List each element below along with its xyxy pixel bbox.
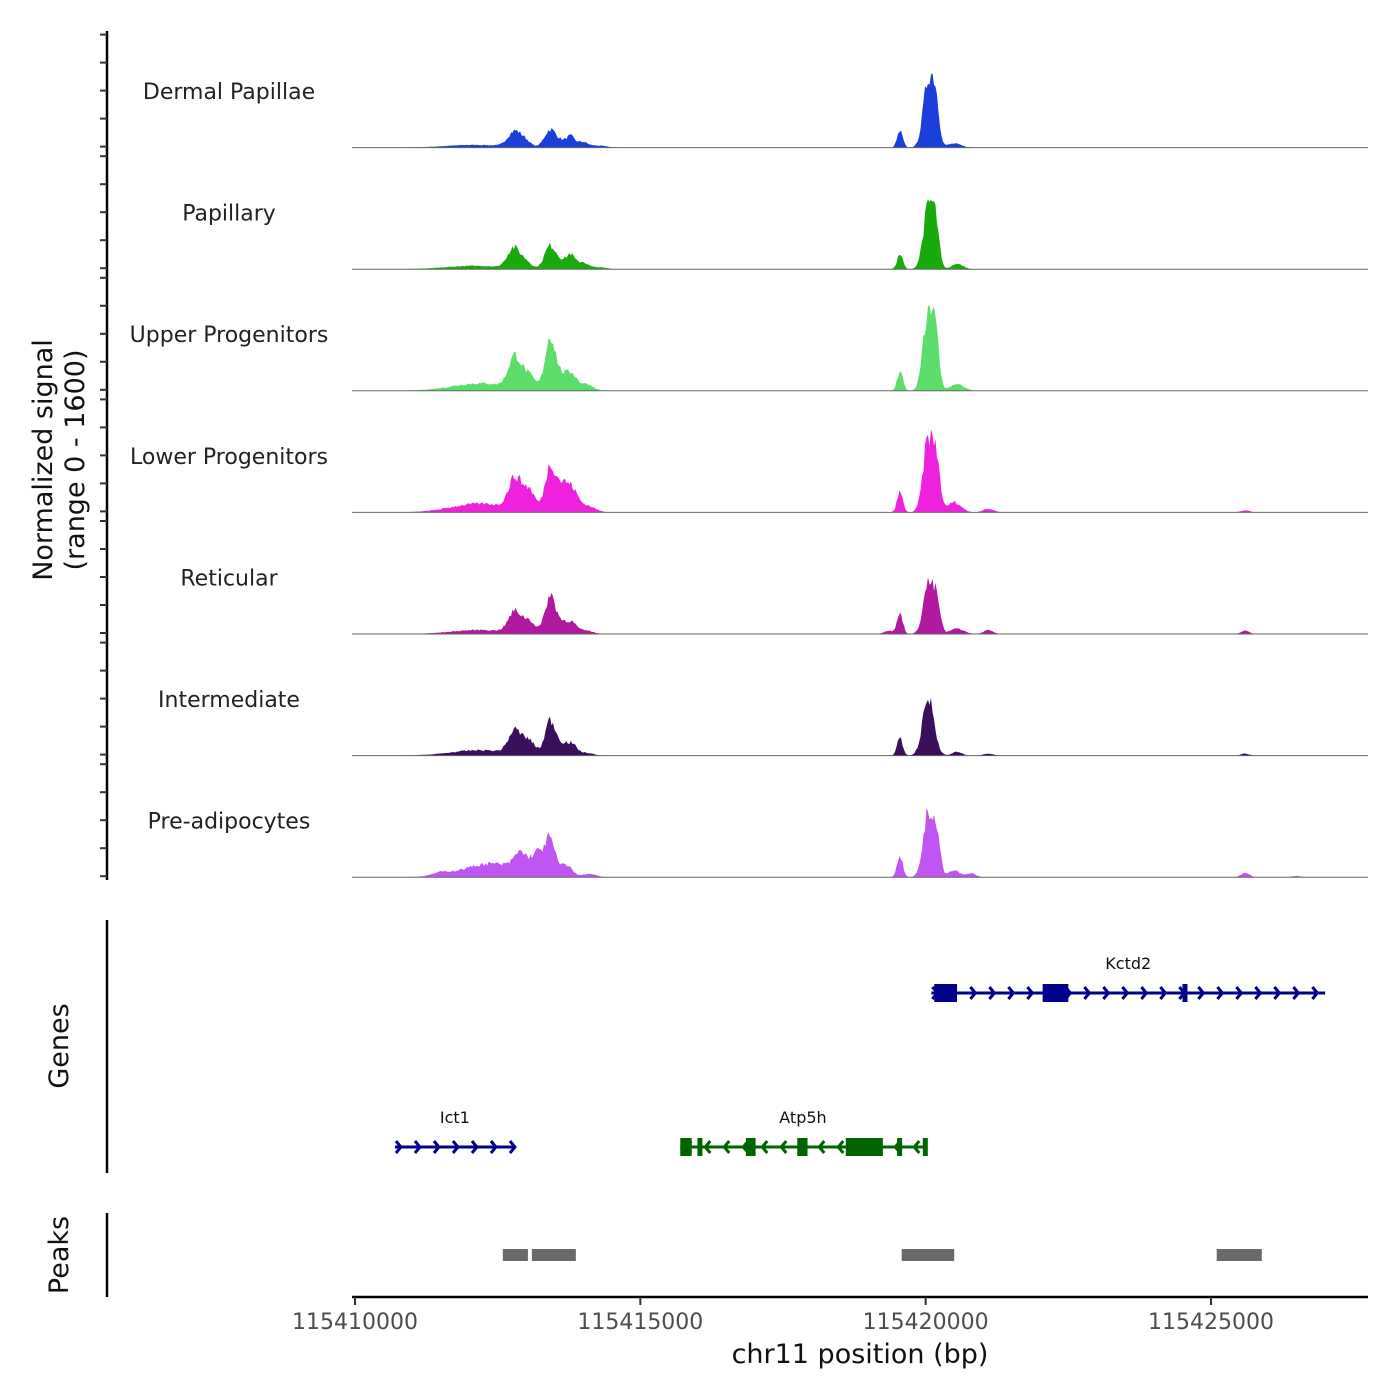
gene-exon — [922, 1138, 928, 1156]
signal-area — [352, 577, 1368, 634]
signal-track — [352, 73, 1368, 149]
strand-arrow — [1216, 986, 1225, 1000]
x-tick-label: 115410000 — [292, 1310, 418, 1335]
x-axis-title: chr11 position (bp) — [732, 1339, 989, 1370]
peak-regions — [502, 1249, 1262, 1261]
strand-arrow — [722, 1140, 731, 1154]
strand-arrow — [1273, 986, 1282, 1000]
signal-y-axis — [100, 31, 109, 880]
signal-track — [352, 429, 1368, 513]
strand-arrow — [508, 1140, 517, 1154]
gene-ict1: Ict1 — [394, 1108, 517, 1154]
genes-track-label: Genes — [44, 1003, 75, 1088]
gene-exon — [934, 984, 958, 1002]
x-tick-label: 115420000 — [863, 1310, 989, 1335]
gene-label: Ict1 — [440, 1108, 470, 1127]
strand-arrow — [1292, 986, 1301, 1000]
strand-arrow — [912, 1140, 921, 1154]
strand-arrow — [760, 1140, 769, 1154]
peak-region — [531, 1249, 576, 1261]
strand-arrow — [1083, 986, 1092, 1000]
strand-arrow — [988, 986, 997, 1000]
gene-exon — [697, 1138, 703, 1156]
strand-arrow — [1254, 986, 1263, 1000]
signal-track — [352, 697, 1368, 757]
strand-arrow — [413, 1140, 422, 1154]
signal-area — [352, 73, 1368, 148]
y-axis-title-line1: Normalized signal — [28, 339, 59, 581]
track-label: Papillary — [182, 202, 276, 227]
gene-exon — [1182, 984, 1188, 1002]
signal-area — [352, 697, 1368, 756]
signal-track — [352, 199, 1368, 270]
gene-annotations: Kctd2 Ict1 Atp5h — [394, 954, 1326, 1156]
strand-arrow — [1159, 986, 1168, 1000]
signal-area — [352, 807, 1368, 878]
strand-arrow — [394, 1140, 403, 1154]
track-label: Lower Progenitors — [130, 445, 328, 470]
strand-arrow — [451, 1140, 460, 1154]
strand-arrow — [1007, 986, 1016, 1000]
strand-arrow — [1197, 986, 1206, 1000]
track-label: Reticular — [180, 566, 278, 591]
y-axis-title-line2: (range 0 - 1600) — [60, 350, 91, 571]
x-axis-ticks: 115410000 115415000 115420000 115425000 — [292, 1297, 1274, 1335]
strand-arrow — [969, 986, 978, 1000]
signal-track — [352, 577, 1368, 635]
track-label: Upper Progenitors — [130, 323, 329, 348]
peak-region — [1216, 1249, 1262, 1261]
track-label: Pre-adipocytes — [148, 810, 311, 835]
strand-arrow — [489, 1140, 498, 1154]
strand-arrow — [817, 1140, 826, 1154]
strand-arrow — [703, 1140, 712, 1154]
strand-arrow — [1140, 986, 1149, 1000]
strand-arrow — [470, 1140, 479, 1154]
gene-exon — [860, 1138, 883, 1156]
peak-region — [901, 1249, 955, 1261]
x-tick-label: 115415000 — [577, 1310, 703, 1335]
strand-arrow — [432, 1140, 441, 1154]
strand-arrow — [1235, 986, 1244, 1000]
gene-kctd2: Kctd2 — [931, 954, 1326, 1002]
strand-arrow — [1026, 986, 1035, 1000]
signal-track — [352, 305, 1368, 392]
gene-atp5h: Atp5h — [680, 1108, 928, 1156]
gene-label: Kctd2 — [1105, 954, 1151, 973]
signal-area — [352, 199, 1368, 270]
strand-arrow — [836, 1140, 845, 1154]
signal-tracks — [352, 73, 1368, 878]
peak-region — [502, 1249, 528, 1261]
strand-arrow — [1102, 986, 1111, 1000]
gene-label: Atp5h — [779, 1108, 826, 1127]
signal-area — [352, 429, 1368, 513]
gene-exon — [680, 1138, 692, 1156]
gene-exon — [1042, 984, 1069, 1002]
track-labels: Dermal Papillae Papillary Upper Progenitor… — [130, 80, 329, 835]
signal-area — [352, 305, 1368, 391]
gene-exon — [797, 1138, 808, 1156]
gene-exon — [745, 1138, 756, 1156]
gene-exon — [897, 1138, 903, 1156]
gene-exon — [845, 1138, 861, 1156]
strand-arrow — [1311, 986, 1320, 1000]
signal-track — [352, 807, 1368, 878]
peaks-track-label: Peaks — [44, 1216, 75, 1294]
track-label: Dermal Papillae — [143, 80, 315, 105]
strand-arrow — [1121, 986, 1130, 1000]
track-label: Intermediate — [158, 688, 300, 713]
strand-arrow — [779, 1140, 788, 1154]
x-tick-label: 115425000 — [1148, 1310, 1274, 1335]
